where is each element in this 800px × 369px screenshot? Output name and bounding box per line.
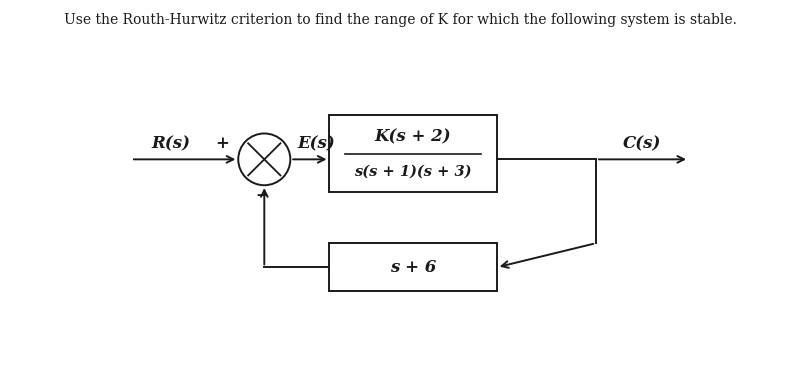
Text: R(s): R(s) — [152, 135, 191, 152]
Text: K(s + 2): K(s + 2) — [374, 129, 451, 146]
Text: s + 6: s + 6 — [390, 259, 436, 276]
Text: s(s + 1)(s + 3): s(s + 1)(s + 3) — [354, 165, 472, 179]
Text: −: − — [255, 190, 268, 203]
Ellipse shape — [238, 134, 290, 185]
FancyBboxPatch shape — [330, 115, 497, 192]
FancyBboxPatch shape — [330, 243, 497, 292]
Text: E(s): E(s) — [297, 135, 335, 152]
Text: Use the Routh-Hurwitz criterion to find the range of K for which the following s: Use the Routh-Hurwitz criterion to find … — [63, 13, 737, 27]
Text: +: + — [215, 135, 229, 152]
Text: C(s): C(s) — [623, 135, 662, 152]
